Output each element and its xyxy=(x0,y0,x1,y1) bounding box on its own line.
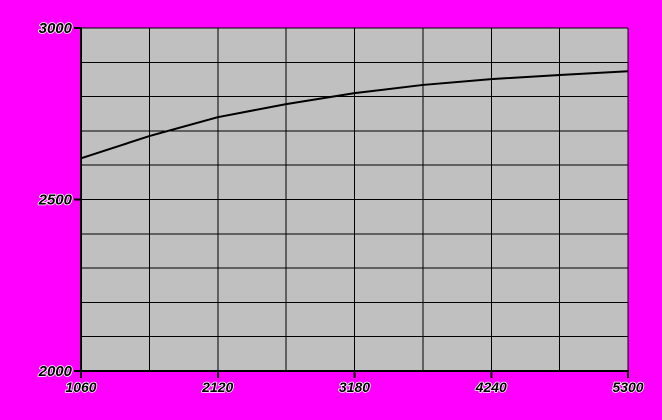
x-tick-label: 3180 xyxy=(339,379,370,395)
tick-marks xyxy=(74,27,629,378)
x-tick-label: 1060 xyxy=(65,379,96,395)
x-tick-label: 4240 xyxy=(475,379,507,395)
x-tick-labels: 1060 2120 3180 4240 5300 xyxy=(65,378,645,396)
y-tick-label: 2000 xyxy=(38,363,73,380)
y-tick-label: 2500 xyxy=(38,192,73,209)
y-tick-labels: 2000 2500 3000 xyxy=(37,19,74,381)
x-tick-label: 2120 xyxy=(201,379,233,395)
y-tick-label: 3000 xyxy=(39,20,73,37)
x-tick-label: 5300 xyxy=(612,379,643,395)
series-line xyxy=(80,70,629,160)
series-lines xyxy=(80,70,629,160)
